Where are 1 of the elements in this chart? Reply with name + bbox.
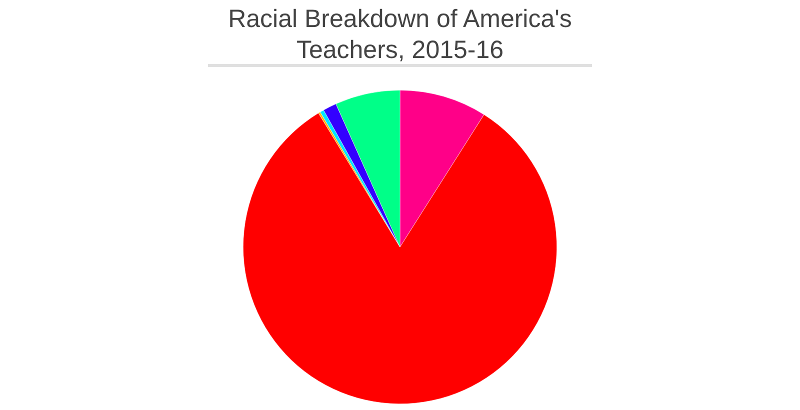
chart-title: Racial Breakdown of America's Teachers, 2015-16: [227, 4, 573, 66]
